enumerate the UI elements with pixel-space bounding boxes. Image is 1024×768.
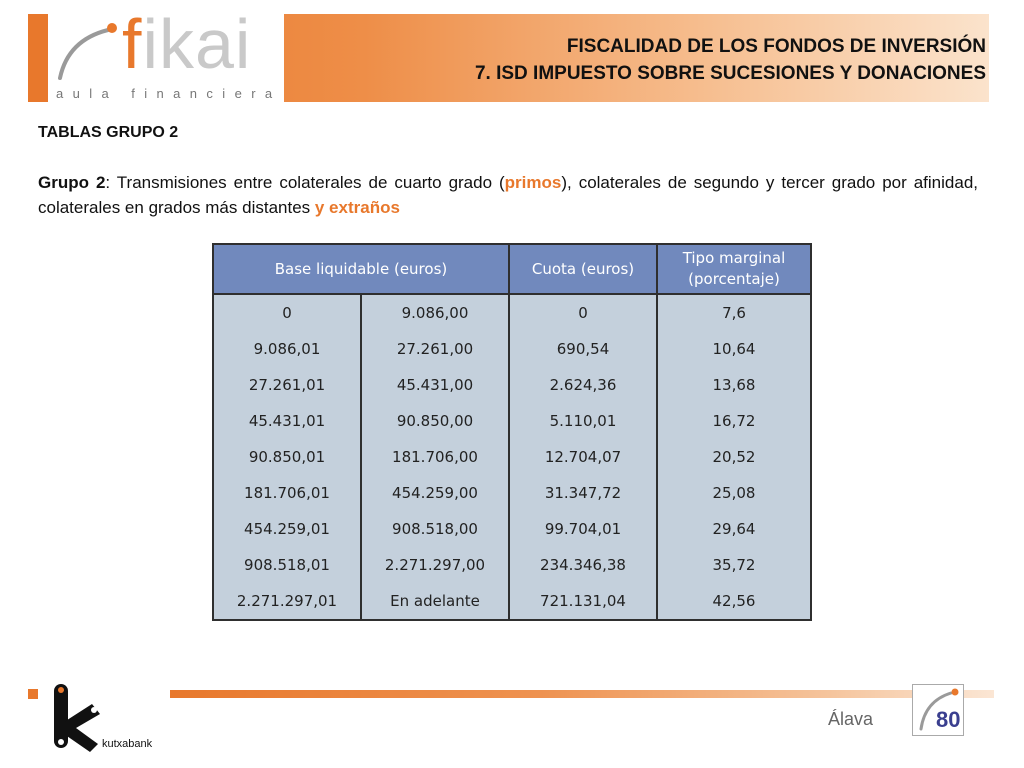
table-cell: 13,68 [656, 367, 812, 403]
table-row: 90.850,01 181.706,00 12.704,07 20,52 [212, 439, 812, 475]
table-cell: 35,72 [656, 547, 812, 583]
description-part1: : Transmisiones entre colaterales de cua… [105, 173, 505, 192]
logo-subtitle: aula financiera [56, 86, 282, 101]
table-cell: 29,64 [656, 511, 812, 547]
table-header-row: Base liquidable (euros) Cuota (euros) Ti… [212, 243, 812, 295]
kutxabank-logo-icon [54, 684, 100, 752]
table-cell: 25,08 [656, 475, 812, 511]
table-cell: 12.704,07 [508, 439, 658, 475]
table-cell: 90.850,00 [360, 403, 510, 439]
table-cell: 20,52 [656, 439, 812, 475]
table-cell: 454.259,01 [212, 511, 362, 547]
description-part2: ), colaterales de segundo y tercer grado… [38, 173, 979, 217]
logo-wordmark-rest: ikai [142, 5, 252, 83]
table-cell: 90.850,01 [212, 439, 362, 475]
group-label: Grupo 2 [38, 173, 106, 192]
logo-stripe [28, 14, 48, 102]
table-cell: 2.624,36 [508, 367, 658, 403]
table-row: 0 9.086,00 0 7,6 [212, 294, 812, 331]
table-cell: 9.086,00 [360, 294, 510, 331]
table-cell: 908.518,00 [360, 511, 510, 547]
table-cell: 2.271.297,01 [212, 583, 362, 621]
table-cell: 234.346,38 [508, 547, 658, 583]
table-cell: 5.110,01 [508, 403, 658, 439]
footer-brand: kutxabank [102, 738, 153, 750]
section-title: TABLAS GRUPO 2 [38, 124, 179, 141]
table-cell: 721.131,04 [508, 583, 658, 621]
table-cell: 31.347,72 [508, 475, 658, 511]
table-cell: 690,54 [508, 331, 658, 367]
page-title: FISCALIDAD DE LOS FONDOS DE INVERSIÓN 7.… [475, 33, 986, 87]
page-number: 80 [936, 707, 961, 732]
table-row: 2.271.297,01 En adelante 721.131,04 42,56 [212, 583, 812, 621]
table-cell: 454.259,00 [360, 475, 510, 511]
table-row: 908.518,01 2.271.297,00 234.346,38 35,72 [212, 547, 812, 583]
logo [48, 14, 284, 102]
footer-region: Álava [828, 709, 874, 729]
table-cell: 45.431,00 [360, 367, 510, 403]
table-cell: 181.706,01 [212, 475, 362, 511]
footer-bullet [28, 689, 38, 699]
table-cell: 0 [508, 294, 658, 331]
table-cell: 0 [212, 294, 362, 331]
table-row: 45.431,01 90.850,00 5.110,01 16,72 [212, 403, 812, 439]
table-row: 27.261,01 45.431,00 2.624,36 13,68 [212, 367, 812, 403]
table-row: 9.086,01 27.261,00 690,54 10,64 [212, 331, 812, 367]
header-cuota: Cuota (euros) [508, 243, 658, 295]
table-cell: 45.431,01 [212, 403, 362, 439]
footer-divider [170, 690, 994, 698]
table-cell: 7,6 [656, 294, 812, 331]
table-cell: 9.086,01 [212, 331, 362, 367]
table-cell: 27.261,01 [212, 367, 362, 403]
header-tipo-marginal: Tipo marginal (porcentaje) [656, 243, 812, 295]
logo-wordmark: fikai [122, 4, 252, 84]
table-cell: 27.261,00 [360, 331, 510, 367]
logo-wordmark-accent: f [122, 5, 143, 83]
page-title-line1: FISCALIDAD DE LOS FONDOS DE INVERSIÓN [566, 36, 986, 57]
table-cell: 908.518,01 [212, 547, 362, 583]
table-cell: 2.271.297,00 [360, 547, 510, 583]
table-row: 454.259,01 908.518,00 99.704,01 29,64 [212, 511, 812, 547]
page-title-line2: 7. ISD IMPUESTO SOBRE SUCESIONES Y DONAC… [474, 63, 986, 84]
highlight-extranos: y extraños [314, 198, 400, 217]
table-cell: 99.704,01 [508, 511, 658, 547]
highlight-primos: primos [504, 173, 562, 192]
table-cell: 181.706,00 [360, 439, 510, 475]
table-cell: 10,64 [656, 331, 812, 367]
footer-emblem [912, 684, 964, 736]
group-description: Grupo 2: Transmisiones entre colaterales… [38, 170, 978, 220]
header-base-liquidable: Base liquidable (euros) [212, 243, 510, 295]
fikai-emblem-icon [58, 23, 117, 80]
table-row: 181.706,01 454.259,00 31.347,72 25,08 [212, 475, 812, 511]
table-cell: En adelante [360, 583, 510, 621]
table-cell: 16,72 [656, 403, 812, 439]
fikai-emblem-small-icon [919, 688, 959, 731]
tax-table: Base liquidable (euros) Cuota (euros) Ti… [212, 243, 812, 621]
table-cell: 42,56 [656, 583, 812, 621]
